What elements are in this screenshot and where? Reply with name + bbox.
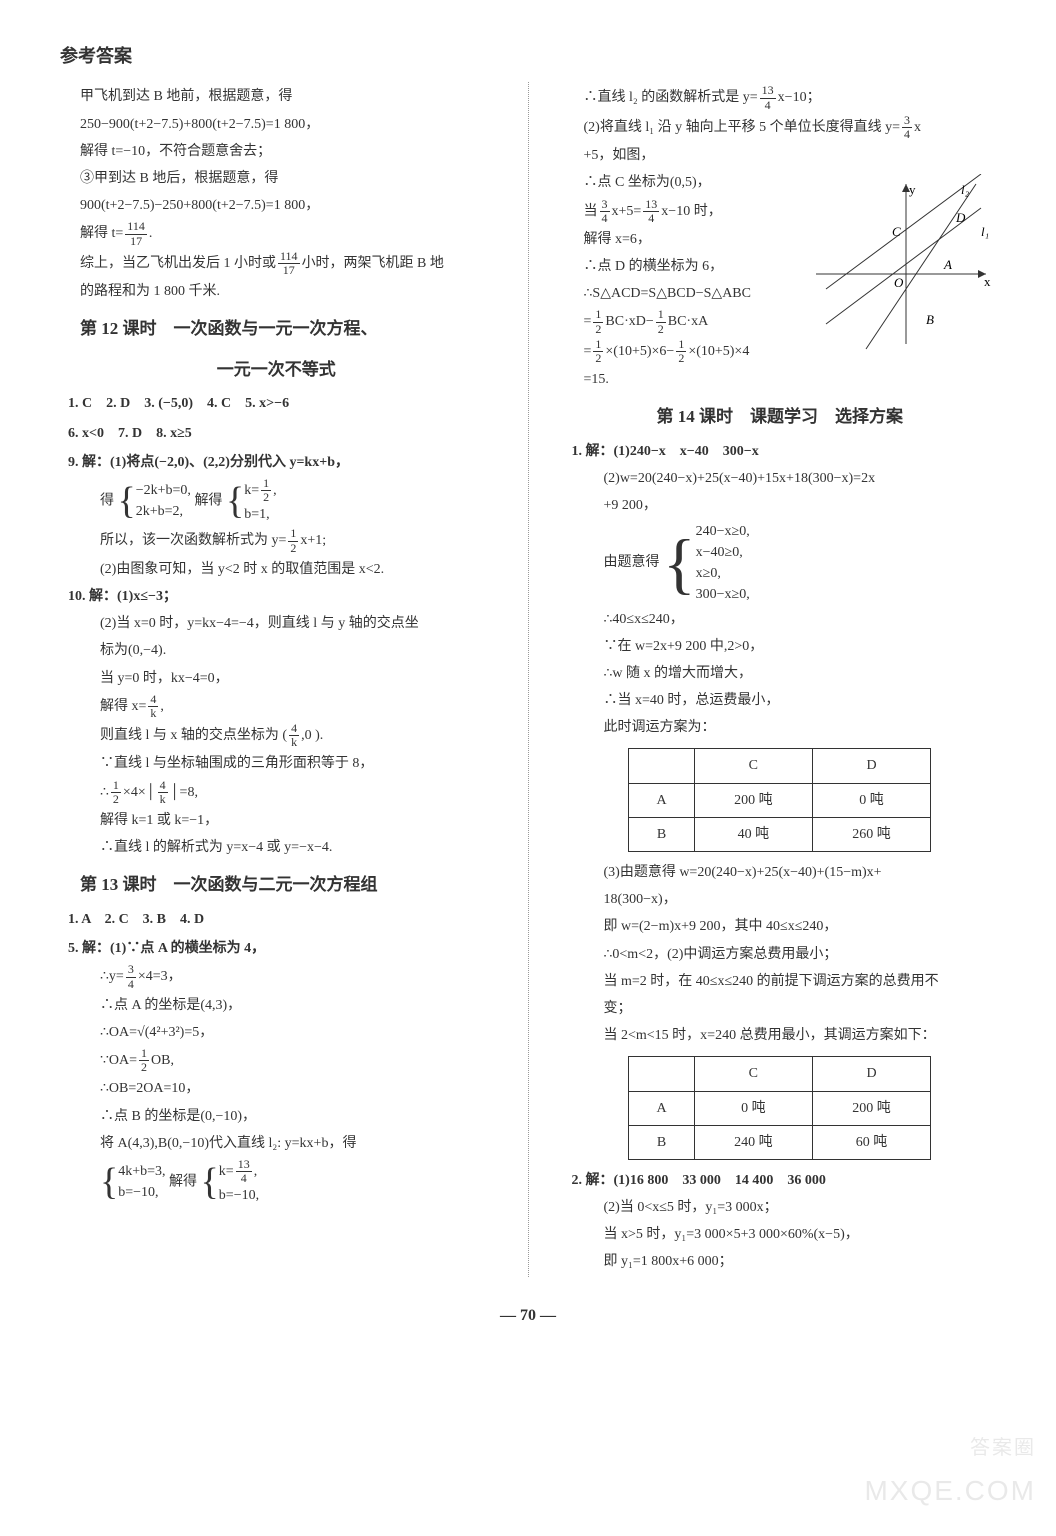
text: 变； (604, 996, 997, 1021)
text: (2)由图象可知，当 y<2 时 x 的取值范围是 x<2. (100, 557, 493, 582)
section-13-title: 第 13 课时 一次函数与二元一次方程组 (80, 870, 493, 901)
text: ∴OB=2OA=10， (100, 1076, 493, 1101)
svg-text:O: O (894, 275, 904, 290)
text: (3)由题意得 w=20(240−x)+25(x−40)+(15−m)x+ (604, 860, 997, 885)
answers-row: 6. x<0 7. D 8. x≥5 (68, 421, 493, 446)
svg-text:B: B (926, 312, 934, 327)
table-1: CD A200 吨0 吨 B40 吨260 吨 (628, 748, 931, 852)
text: 将 A(4,3),B(0,−10)代入直线 l₂: y=kx+b，得 (100, 1131, 493, 1156)
text: 解得 x=4k, (100, 693, 493, 720)
section-12-title: 第 12 课时 一次函数与一元一次方程、 (80, 314, 493, 345)
text: 解得 t=11417. (80, 220, 493, 247)
left-column: 甲飞机到达 B 地前，根据题意，得 250−900(t+2−7.5)+800(t… (60, 82, 493, 1276)
text: ∴12×4×│4k│=8, (100, 779, 493, 806)
text: ∴0<m<2，(2)中调运方案总费用最小； (604, 942, 997, 967)
page-number: — 70 — (60, 1302, 996, 1331)
svg-text:y: y (909, 182, 916, 197)
text: 即 w=(2−m)x+9 200，其中 40≤x≤240， (604, 914, 997, 939)
text: 所以，该一次函数解析式为 y=12x+1; (100, 527, 493, 554)
svg-text:x: x (984, 274, 991, 289)
text: ∴点 B 的坐标是(0,−10)， (100, 1104, 493, 1129)
q1-head: 1. 解：(1)240−x x−40 300−x (572, 439, 997, 464)
text: ∵OA=12OB, (100, 1047, 493, 1074)
text: ∴40≤x≤240， (604, 607, 997, 632)
text: ∴OA=√(4²+3²)=5， (100, 1020, 493, 1045)
q1-system: 由题意得 {240−x≥0,x−40≥0,x≥0,300−x≥0, (604, 521, 997, 605)
text: 解得 t=−10，不符合题意舍去； (80, 139, 493, 164)
text: ∴点 A 的坐标是(4,3)， (100, 993, 493, 1018)
text: +9 200， (604, 493, 997, 518)
coordinate-graph: y x O A B C D l₁ l₂ (806, 174, 996, 363)
section-14-title: 第 14 课时 课题学习 选择方案 (564, 402, 997, 433)
section-12-title-2: 一元一次不等式 (60, 355, 493, 386)
text: (2)将直线 l₁ 沿 y 轴向上平移 5 个单位长度得直线 y=34x (584, 114, 997, 141)
text: (2)当 0<x≤5 时，y₁=3 000x； (604, 1195, 997, 1220)
q9-system: 得 {−2k+b=0,2k+b=2, 解得 {k=12,b=1, (100, 477, 493, 525)
text: 当 y=0 时，kx−4=0， (100, 666, 493, 691)
text: 即 y₁=1 800x+6 000； (604, 1249, 997, 1274)
svg-text:l₂: l₂ (961, 182, 970, 197)
text: ∴w 随 x 的增大而增大， (604, 661, 997, 686)
text: ∴直线 l 的解析式为 y=x−4 或 y=−x−4. (100, 835, 493, 860)
q2-head: 2. 解：(1)16 800 33 000 14 400 36 000 (572, 1168, 997, 1193)
q9-head: 9. 解：(1)将点(−2,0)、(2,2)分别代入 y=kx+b， (68, 450, 493, 475)
svg-text:l₁: l₁ (981, 224, 989, 239)
watermark: 答案圈 MXQE.COM (864, 1430, 1036, 1516)
text: ∴当 x=40 时，总运费最小， (604, 688, 997, 713)
svg-text:D: D (955, 210, 966, 225)
q5-head: 5. 解：(1)∵点 A 的横坐标为 4， (68, 936, 493, 961)
text: 250−900(t+2−7.5)+800(t+2−7.5)=1 800， (80, 112, 493, 137)
text: 解得 k=1 或 k=−1， (100, 808, 493, 833)
text: 900(t+2−7.5)−250+800(t+2−7.5)=1 800， (80, 193, 493, 218)
text: (2)当 x=0 时，y=kx−4=−4，则直线 l 与 y 轴的交点坐 (100, 611, 493, 636)
page-title: 参考答案 (60, 40, 996, 72)
answers-row: 1. C 2. D 3. (−5,0) 4. C 5. x>−6 (68, 391, 493, 416)
text: =15. (584, 367, 997, 392)
text: 则直线 l 与 x 轴的交点坐标为 (4k,0 ). (100, 722, 493, 749)
answers-row: 1. A 2. C 3. B 4. D (68, 907, 493, 932)
text: 此时调运方案为： (604, 715, 997, 740)
text: ∵在 w=2x+9 200 中,2>0， (604, 634, 997, 659)
text: 甲飞机到达 B 地前，根据题意，得 (80, 84, 493, 109)
text: 综上，当乙飞机出发后 1 小时或11417小时，两架飞机距 B 地 (80, 250, 493, 277)
text: +5，如图， (584, 143, 997, 168)
text: ∴直线 l₂ 的函数解析式是 y=134x−10； (584, 84, 997, 111)
q5-system: {4k+b=3,b=−10, 解得 {k=134,b=−10, (100, 1158, 493, 1206)
text: 当 2<m<15 时，x=240 总费用最小，其调运方案如下： (604, 1023, 997, 1048)
table-2: CD A0 吨200 吨 B240 吨60 吨 (628, 1056, 931, 1160)
text: ∴y=34×4=3， (100, 963, 493, 990)
svg-text:A: A (943, 257, 952, 272)
text: ∵直线 l 与坐标轴围成的三角形面积等于 8， (100, 751, 493, 776)
text: 当 x>5 时，y₁=3 000×5+3 000×60%(x−5)， (604, 1222, 997, 1247)
column-divider (528, 82, 529, 1276)
text: (2)w=20(240−x)+25(x−40)+15x+18(300−x)=2x (604, 466, 997, 491)
svg-text:C: C (892, 224, 901, 239)
text: 当 m=2 时，在 40≤x≤240 的前提下调运方案的总费用不 (604, 969, 997, 994)
text: ③甲到达 B 地后，根据题意，得 (80, 166, 493, 191)
text: 的路程和为 1 800 千米. (80, 279, 493, 304)
right-column: ∴直线 l₂ 的函数解析式是 y=134x−10； (2)将直线 l₁ 沿 y … (564, 82, 997, 1276)
text: 18(300−x)， (604, 887, 997, 912)
text: 标为(0,−4). (100, 638, 493, 663)
q10-head: 10. 解：(1)x≤−3； (68, 584, 493, 609)
